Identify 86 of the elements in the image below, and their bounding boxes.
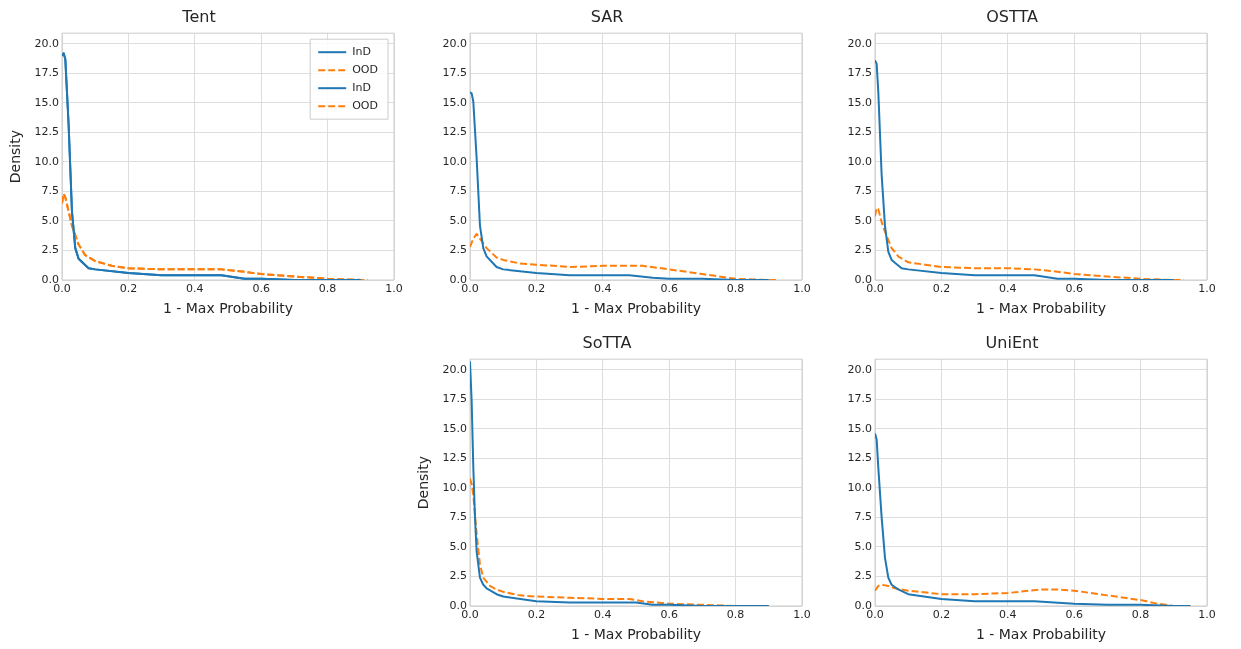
x-tick-label: 0.8: [726, 282, 745, 296]
y-tick-label: 17.5: [442, 392, 467, 406]
x-tick-label: 0.0: [461, 608, 479, 622]
y-tick-label: 5.0: [41, 213, 59, 227]
y-tick-label: 12.5: [34, 125, 59, 139]
y-tick-label: 7.5: [449, 184, 467, 198]
y-tick-label: 17.5: [847, 66, 872, 80]
chart-title: OSTTA: [986, 6, 1038, 26]
y-tick-label: 17.5: [34, 66, 59, 80]
x-tick-label: 0.2: [119, 282, 138, 296]
y-tick-label: 5.0: [854, 539, 872, 553]
x-axis-title: 1 - Max Probability: [975, 300, 1107, 317]
y-tick-label: 20.0: [847, 362, 872, 376]
y-tick-label: 10.0: [847, 154, 872, 168]
y-tick-label: 7.5: [41, 184, 59, 198]
y-tick-label: 20.0: [442, 362, 467, 376]
y-tick-label: 10.0: [847, 480, 872, 494]
y-tick-label: 5.0: [854, 213, 872, 227]
x-tick-label: 0.4: [186, 282, 204, 296]
y-tick-label: 12.5: [442, 125, 467, 139]
x-tick-label: 0.0: [866, 282, 884, 296]
x-tick-label: 0.6: [660, 608, 678, 622]
x-tick-label: 0.2: [527, 608, 546, 622]
x-tick-label: 0.6: [660, 282, 678, 296]
x-tick-label: 0.2: [932, 282, 951, 296]
y-tick-label: 12.5: [847, 125, 872, 139]
x-tick-label: 0.8: [1131, 608, 1150, 622]
x-tick-label: 1.0: [1198, 282, 1216, 296]
y-tick-label: 10.0: [442, 154, 467, 168]
chart-title: SAR: [590, 6, 624, 26]
y-tick-label: 7.5: [449, 510, 467, 524]
x-tick-label: 0.2: [932, 608, 951, 622]
y-axis-title: Density: [415, 455, 432, 510]
x-tick-label: 0.4: [999, 282, 1017, 296]
y-tick-label: 10.0: [34, 154, 59, 168]
y-tick-label: 2.5: [854, 243, 872, 257]
y-tick-label: 5.0: [449, 213, 467, 227]
x-tick-label: 0.4: [594, 608, 612, 622]
x-tick-label: 1.0: [385, 282, 403, 296]
x-tick-label: 1.0: [1198, 608, 1216, 622]
x-tick-label: 1.0: [793, 282, 811, 296]
y-tick-label: 10.0: [442, 480, 467, 494]
x-tick-label: 0.0: [461, 282, 479, 296]
y-tick-label: 15.0: [442, 95, 467, 109]
x-tick-label: 0.2: [527, 282, 546, 296]
y-tick-label: 17.5: [847, 392, 872, 406]
y-tick-label: 5.0: [449, 539, 467, 553]
x-tick-label: 0.0: [53, 282, 71, 296]
x-tick-label: 0.6: [1065, 282, 1083, 296]
x-tick-label: 0.6: [1065, 608, 1083, 622]
y-tick-label: 2.5: [449, 569, 467, 583]
x-tick-label: 1.0: [793, 608, 811, 622]
chart-title: UniEnt: [985, 332, 1039, 352]
y-tick-label: 15.0: [847, 421, 872, 435]
y-tick-label: 15.0: [34, 95, 59, 109]
legend-label: OOD: [352, 63, 379, 77]
y-tick-label: 20.0: [442, 36, 467, 50]
chart-title: Tent: [181, 6, 216, 26]
y-axis-title: Density: [7, 129, 24, 184]
y-tick-label: 2.5: [449, 243, 467, 257]
y-tick-label: 7.5: [854, 184, 872, 198]
legend-label: OOD: [352, 99, 379, 113]
legend-label: InD: [352, 45, 371, 59]
y-tick-label: 2.5: [854, 569, 872, 583]
x-tick-label: 0.8: [318, 282, 337, 296]
y-tick-label: 12.5: [442, 451, 467, 465]
x-axis-title: 1 - Max Probability: [975, 626, 1107, 643]
x-tick-label: 0.8: [726, 608, 745, 622]
x-tick-label: 0.6: [252, 282, 270, 296]
y-tick-label: 20.0: [34, 36, 59, 50]
x-tick-label: 0.8: [1131, 282, 1150, 296]
y-tick-label: 7.5: [854, 510, 872, 524]
y-tick-label: 20.0: [847, 36, 872, 50]
legend-label: InD: [352, 81, 371, 95]
x-axis-title: 1 - Max Probability: [162, 300, 294, 317]
y-tick-label: 15.0: [847, 95, 872, 109]
y-tick-label: 2.5: [41, 243, 59, 257]
y-tick-label: 15.0: [442, 421, 467, 435]
x-tick-label: 0.4: [594, 282, 612, 296]
y-tick-label: 12.5: [847, 451, 872, 465]
y-tick-label: 17.5: [442, 66, 467, 80]
chart-title: SoTTA: [582, 332, 632, 352]
x-tick-label: 0.4: [999, 608, 1017, 622]
x-axis-title: 1 - Max Probability: [570, 300, 702, 317]
x-tick-label: 0.0: [866, 608, 884, 622]
x-axis-title: 1 - Max Probability: [570, 626, 702, 643]
